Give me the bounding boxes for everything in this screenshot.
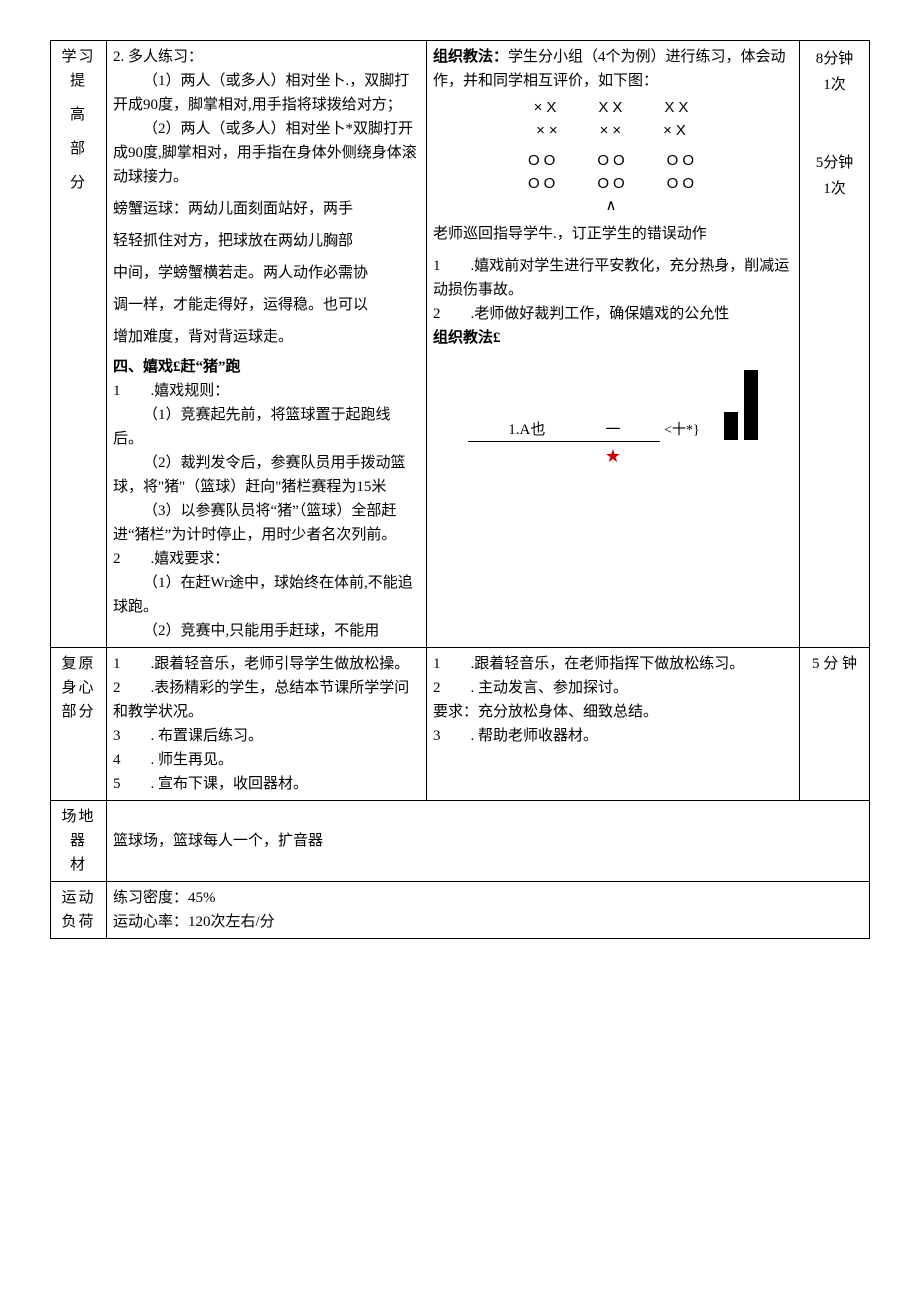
crab-3: 中间，学螃蟹横若走。两人动作必需协 — [113, 261, 420, 285]
star-icon: ★ — [433, 446, 793, 468]
recovery-r2: 2 . 主动发言、参加探讨。 — [433, 676, 793, 700]
rowhead-text: 部 — [70, 137, 87, 161]
learning-left: 2. 多人练习： （1）两人（或多人）相对坐卜.，双脚打开成90度，脚掌相对,用… — [107, 41, 427, 648]
recovery-right: 1 .跟着轻音乐，在老师指挥下做放松练习。 2 . 主动发言、参加探讨。 要求：… — [427, 648, 800, 801]
formation-diagram: ×X XX XX ×× ×× ×X OO OO OO OO OO OO ∧ — [433, 93, 793, 222]
game-rule-2: （2）裁判发令后，参赛队员用手拨动篮球，将"猪"（篮球）赶向"猪栏赛程为15米 — [113, 451, 420, 499]
item-2-1: （1）两人（或多人）相对坐卜.，双脚打开成90度，脚掌相对,用手指将球拨给对方； — [113, 69, 420, 117]
rowhead-equipment: 场地器 材 — [51, 801, 107, 882]
timing-text: 5分钟 — [806, 151, 863, 175]
recovery-l1: 1 .跟着轻音乐，老师引导学生做放松操。 — [113, 652, 420, 676]
learning-timing: 8分钟 1次 5分钟 1次 — [800, 41, 870, 648]
section-4-title: 四、嬉戏£赶“猪”跑 — [113, 355, 420, 379]
timing-block-1: 8分钟 1次 — [806, 45, 863, 99]
crab-5: 增加难度，背对背运球走。 — [113, 325, 420, 349]
formation-row: OO OO OO — [433, 173, 793, 196]
rowhead-text: 复原身心部分 — [61, 656, 95, 720]
rowhead-text: 分 — [70, 171, 87, 195]
item-2-title: 2. 多人练习： — [113, 45, 420, 69]
recovery-l3: 3 . 布置课后练习。 — [113, 724, 420, 748]
diagram-bar-icon — [744, 370, 758, 440]
game-rule-1: （1）竞赛起先前，将篮球置于起跑线后。 — [113, 403, 420, 451]
rowhead-learning: 学习提 高 部 分 — [51, 41, 107, 648]
recovery-l4: 4 . 师生再见。 — [113, 748, 420, 772]
density: 练习密度：45% — [113, 886, 863, 910]
safety-1: 1 .嬉戏前对学生进行平安教化，充分热身，削减运动损伤事故。 — [433, 254, 793, 302]
lesson-plan-table: 学习提 高 部 分 2. 多人练习： （1）两人（或多人）相对坐卜.，双脚打开成… — [50, 40, 870, 939]
game-diagram: 1.A也 一 <十*} ★ — [433, 350, 793, 472]
diagram-left-text: <十*} — [664, 423, 700, 440]
rowhead-text: 高 — [70, 103, 87, 127]
timing-text: 5 — [812, 656, 820, 672]
game-rule-title: 1 .嬉戏规则： — [113, 379, 420, 403]
timing-text: 8分钟 — [806, 47, 863, 71]
rowhead-text: 场地器 — [57, 805, 100, 853]
timing-text: 1次 — [806, 177, 863, 201]
crab-1: 螃蟹运球：两幼儿面刻面站好，两手 — [113, 197, 420, 221]
rowhead-text: 运动 — [61, 886, 95, 910]
recovery-timing: 5 分 钟 — [800, 648, 870, 801]
formation-row: ×× ×× ×X — [433, 120, 793, 143]
org-label: 组织教法： — [433, 49, 508, 65]
row-recovery: 复原身心部分 1 .跟着轻音乐，老师引导学生做放松操。 2 .表扬精彩的学生，总… — [51, 648, 870, 801]
rowhead-load: 运动 负荷 — [51, 882, 107, 939]
timing-block-2: 5分钟 1次 — [806, 149, 863, 203]
timing-text: 1次 — [806, 73, 863, 97]
crab-4: 调一样，才能走得好，运得稳。也可以 — [113, 293, 420, 317]
game-req-title: 2 .嬉戏要求： — [113, 547, 420, 571]
recovery-l5: 5 . 宣布下课，收回器材。 — [113, 772, 420, 796]
recovery-r1: 1 .跟着轻音乐，在老师指挥下做放松练习。 — [433, 652, 793, 676]
timing-text: 分 — [823, 656, 838, 672]
teacher-triangle-icon: ∧ — [433, 195, 793, 218]
item-2-2: （2）两人（或多人）相对坐卜*双脚打开成90度,脚掌相对，用手指在身体外侧绕身体… — [113, 117, 420, 189]
game-req-2: （2）竞赛中,只能用手赶球，不能用 — [113, 619, 420, 643]
rowhead-text: 材 — [70, 853, 87, 877]
row-load: 运动 负荷 练习密度：45% 运动心率：120次左右/分 — [51, 882, 870, 939]
timing-text: 钟 — [842, 656, 857, 672]
rowhead-recovery: 复原身心部分 — [51, 648, 107, 801]
recovery-l2: 2 .表扬精彩的学生，总结本节课所学学问和教学状况。 — [113, 676, 420, 724]
equipment-content: 篮球场，篮球每人一个，扩音器 — [107, 801, 870, 882]
teacher-note: 老师巡回指导学牛.，订正学生的错误动作 — [433, 222, 793, 246]
diagram-top-line: 1.A也 一 — [468, 421, 660, 442]
heart-rate: 运动心率：120次左右/分 — [113, 910, 863, 934]
safety-2: 2 .老师做好裁判工作，确保嬉戏的公允性 — [433, 302, 793, 326]
recovery-r3: 要求：充分放松身体、细致总结。 — [433, 700, 793, 724]
game-req-1: （1）在赶Wr途中，球始终在体前,不能追球跑。 — [113, 571, 420, 619]
recovery-r4: 3 . 帮助老师收器材。 — [433, 724, 793, 748]
formation-row: OO OO OO — [433, 150, 793, 173]
row-equipment: 场地器 材 篮球场，篮球每人一个，扩音器 — [51, 801, 870, 882]
learning-right: 组织教法：学生分小组（4个为例）进行练习，体会动作，并和同学相互评价，如下图： … — [427, 41, 800, 648]
game-rule-3: （3）以参赛队员将“猪”（篮球）全部赶进“猪栏”为计时停止，用时少者名次列前。 — [113, 499, 420, 547]
crab-2: 轻轻抓住对方，把球放在两幼儿胸部 — [113, 229, 420, 253]
rowhead-text: 学习提 — [57, 45, 100, 93]
org-label-2: 组织教法£ — [433, 326, 793, 350]
recovery-left: 1 .跟着轻音乐，老师引导学生做放松操。 2 .表扬精彩的学生，总结本节课所学学… — [107, 648, 427, 801]
row-learning: 学习提 高 部 分 2. 多人练习： （1）两人（或多人）相对坐卜.，双脚打开成… — [51, 41, 870, 648]
org-method: 组织教法：学生分小组（4个为例）进行练习，体会动作，并和同学相互评价，如下图： — [433, 45, 793, 93]
rowhead-text: 负荷 — [61, 910, 95, 934]
load-content: 练习密度：45% 运动心率：120次左右/分 — [107, 882, 870, 939]
formation-row: ×X XX XX — [433, 97, 793, 120]
diagram-bar-icon — [724, 412, 738, 440]
